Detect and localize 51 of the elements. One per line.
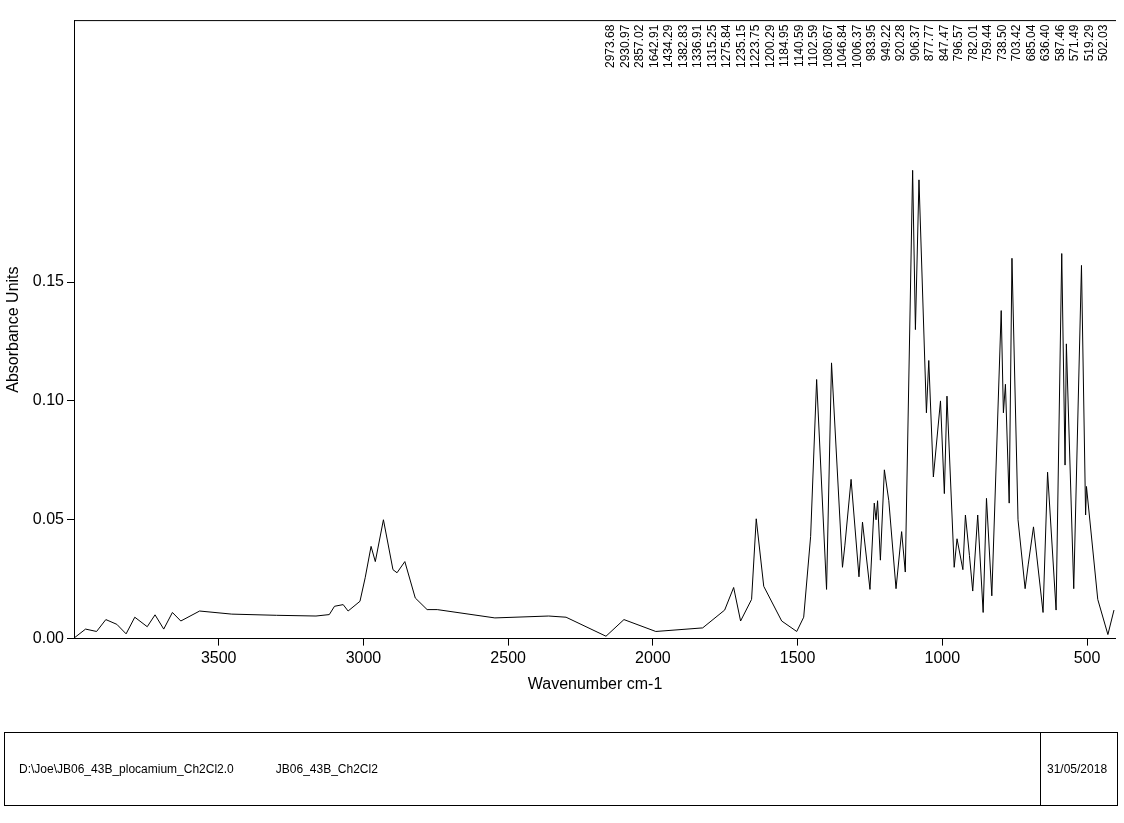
annotation: 1315.25 (704, 24, 719, 68)
x-tick-label: 2500 (490, 648, 527, 666)
annotation: 759.44 (980, 24, 995, 62)
annotation: 1275.84 (719, 24, 734, 68)
annotation: 906.37 (907, 24, 922, 62)
text: D:\Joe\JB06_43B_plocamium_Ch2Cl2.0 (19, 762, 234, 776)
annotation: 1102.59 (806, 24, 821, 68)
annotation: 1140.59 (791, 24, 806, 68)
x-axis-title: Wavenumber cm-1 (527, 674, 663, 692)
annotation: 920.28 (893, 24, 908, 62)
annotation: 2930.97 (617, 24, 632, 68)
y-tick-label: 0.05 (32, 510, 65, 528)
annotation: 1223.75 (748, 24, 763, 68)
annotation: 571.49 (1067, 24, 1082, 62)
annotation: 2973.68 (603, 24, 618, 68)
annotation: 1336.91 (690, 24, 705, 68)
x-tick-label: 1500 (779, 648, 816, 666)
annotation: 877.77 (922, 24, 937, 62)
annotation: 796.57 (951, 24, 966, 62)
annotation: 703.42 (1009, 24, 1024, 62)
annotation: 1046.84 (835, 24, 850, 68)
text: JB06_43B_Ch2Cl2 (275, 762, 378, 776)
annotation: 847.47 (936, 24, 951, 62)
annotation: 1080.67 (820, 24, 835, 68)
annotation: 1006.37 (849, 24, 864, 68)
x-tick-label: 2000 (635, 648, 671, 666)
annotation: 1184.95 (777, 24, 792, 68)
y-tick-label: 0.15 (32, 272, 65, 290)
annotation: 1200.29 (762, 24, 777, 68)
annotation: 1235.15 (733, 24, 748, 68)
annotation: 502.03 (1096, 24, 1111, 62)
annotation: 983.95 (864, 24, 879, 62)
annotation: 2857.02 (632, 24, 647, 68)
x-tick-label: 3500 (200, 648, 237, 666)
x-tick-label: 1000 (924, 648, 961, 666)
y-axis-title: Absorbance Units (4, 266, 22, 393)
text: 31/05/2018 (1047, 762, 1108, 776)
annotation: 685.04 (1023, 24, 1038, 62)
y-tick-label: 0.10 (32, 391, 65, 409)
annotation: 587.46 (1052, 24, 1067, 62)
annotation: 1382.83 (675, 24, 690, 68)
x-tick-label: 3000 (345, 648, 382, 666)
annotation: 1642.91 (646, 24, 661, 68)
annotation: 949.22 (878, 24, 893, 62)
x-tick-label: 500 (1073, 648, 1101, 666)
y-tick-label: 0.00 (32, 629, 65, 647)
annotation: 738.50 (994, 24, 1009, 62)
annotation: 782.01 (965, 24, 980, 62)
annotation: 636.40 (1038, 24, 1053, 62)
annotation: 1434.29 (661, 24, 676, 68)
annotation: 519.29 (1081, 24, 1096, 62)
